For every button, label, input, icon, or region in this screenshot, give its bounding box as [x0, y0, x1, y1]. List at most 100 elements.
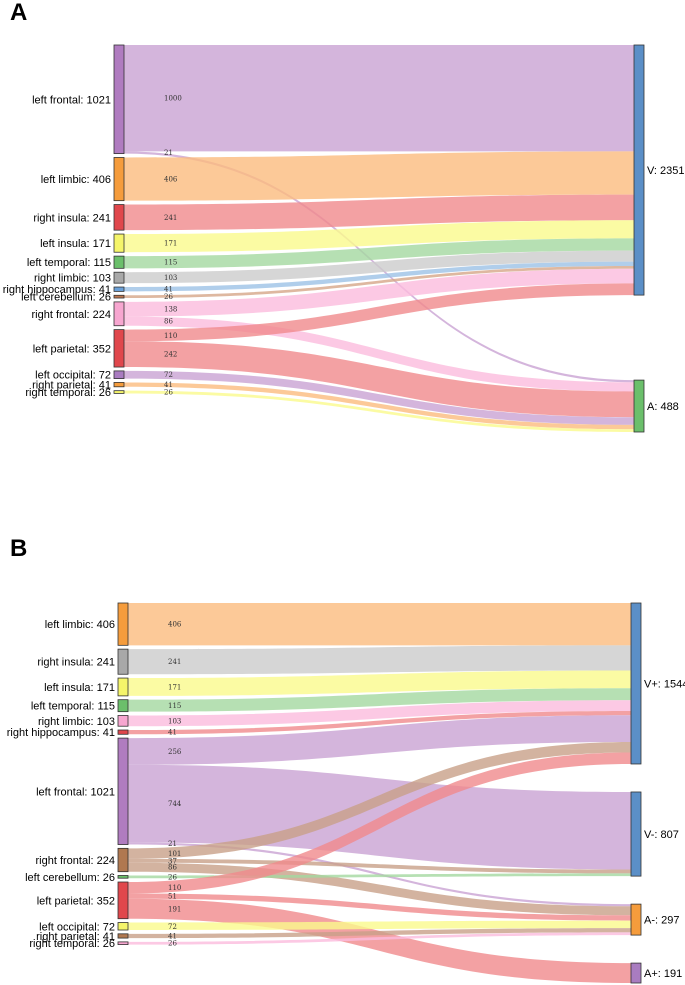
panel-a-source-node-left-occipital	[113, 370, 125, 379]
panel-a-link-label-left-frontal-to-v: 1000	[164, 95, 182, 103]
panel-a-source-node-left-frontal	[113, 44, 125, 155]
panel-a-source-label-right-parietal: right parietal: 41	[32, 380, 111, 392]
panel-a-source-node-left-limbic	[113, 157, 125, 202]
panel-a-link-label-right-temporal-to-a: 26	[164, 389, 173, 397]
panel-b-source-node-left-temporal	[117, 699, 129, 713]
panel-a-target-node-v	[633, 44, 645, 296]
panel-b-link-label-right-frontal-to-a-minus: 86	[168, 864, 177, 872]
panel-a-link-label-left-temporal-to-v: 115	[164, 259, 177, 267]
panel-a-nodes: left frontal: 1021 left limbic: 406 right …	[3, 44, 685, 433]
panel-a-link-right-hippocampus-to-v	[124, 261, 634, 292]
panel-b-target-node-v-minus	[630, 791, 642, 877]
panel-b-source-node-left-cerebellum	[117, 875, 129, 879]
panel-b-source-label-right-frontal: right frontal: 224	[36, 855, 116, 867]
panel-a-source-label-left-cerebellum: left cerebellum: 26	[21, 292, 111, 304]
panel-b-target-node-v-plus	[630, 602, 642, 765]
panel-a-source-node-right-parietal	[113, 382, 125, 388]
panel-b-source-node-left-insula	[117, 677, 129, 697]
panel-b-link-label-right-frontal-to-v-plus: 101	[168, 850, 181, 858]
panel-b-source-label-left-temporal: left temporal: 115	[31, 701, 115, 713]
panel-a-source-label-right-frontal: right frontal: 224	[32, 309, 112, 321]
panel-b-link-label-left-frontal-to-v-plus: 256	[168, 748, 182, 756]
panel-b-source-node-left-frontal	[117, 737, 129, 845]
panel-a-source-label-right-limbic: right limbic: 103	[34, 273, 111, 285]
panel-b-source-label-right-limbic: right limbic: 103	[38, 716, 115, 728]
panel-a-target-node-a	[633, 379, 645, 433]
panel-b-source-node-right-insula	[117, 648, 129, 675]
panel-b-link-left-insula-to-v-plus	[128, 670, 631, 696]
panel-b-link-label-left-parietal-to-v-plus: 110	[168, 884, 181, 892]
panel-a-source-label-left-limbic: left limbic: 406	[41, 174, 111, 186]
panel-b-target-label-a-minus: A-: 297	[644, 915, 679, 927]
panel-b-link-left-parietal-to-a-plus	[128, 898, 631, 983]
panel-b-source-node-left-occipital	[117, 922, 129, 931]
panel-b-link-right-frontal-to-v-minus	[128, 858, 631, 874]
panel-b-link-label-right-parietal-to-a-minus: 41	[168, 932, 177, 940]
panel-a-link-left-insula-to-v	[124, 220, 634, 253]
panel-b-link-left-parietal-to-a-minus	[128, 893, 631, 921]
panel-a-source-node-left-insula	[113, 233, 125, 253]
panel-a-link-label-left-occipital-to-a: 72	[164, 371, 173, 379]
panel-b-link-label-left-insula-to-v-plus: 171	[168, 683, 181, 691]
panel-b-link-right-insula-to-v-plus	[128, 645, 631, 675]
panel-b-target-label-v-plus: V+: 1544	[644, 678, 685, 690]
panel-a-link-label-left-limbic-to-v: 406	[164, 176, 178, 184]
panel-b-link-right-hippocampus-to-v-plus	[128, 711, 631, 735]
panel-b-link-label-left-parietal-to-a-plus: 191	[168, 905, 181, 913]
panel-b-link-label-left-occipital-to-a-minus: 72	[168, 923, 177, 931]
panel-b-source-node-right-hippocampus	[117, 729, 129, 735]
panel-b-source-label-left-cerebellum: left cerebellum: 26	[25, 872, 115, 884]
panel-a-source-node-right-frontal	[113, 301, 125, 327]
panel-b-source-label-left-limbic: left limbic: 406	[45, 619, 115, 631]
panel-a-link-label-right-frontal-to-v: 138	[164, 306, 177, 314]
panel-b-link-label-right-limbic-to-v-plus: 103	[168, 717, 181, 725]
panel-a-source-node-right-hippocampus	[113, 286, 125, 292]
panel-b-target-node-a-minus	[630, 903, 642, 936]
panel-a-source-node-right-limbic	[113, 271, 125, 284]
panel-b-source-node-right-temporal	[117, 941, 129, 945]
panel-b-link-left-parietal-to-v-plus	[128, 752, 631, 894]
panel-b-target-node-a-plus	[630, 962, 642, 984]
panel-b-link-label-left-temporal-to-v-plus: 115	[168, 702, 181, 710]
panel-a-source-label-left-insula: left insula: 171	[40, 238, 111, 250]
panel-b-source-node-left-limbic	[117, 602, 129, 646]
panel-b-source-label-right-parietal: right parietal: 41	[36, 931, 115, 943]
panel-a-source-node-right-temporal	[113, 390, 125, 394]
panel-a-link-left-frontal-to-v	[124, 45, 634, 152]
panel-a-link-label-right-parietal-to-a: 41	[164, 381, 173, 389]
panel-b-link-right-temporal-to-a-minus	[128, 932, 631, 945]
panel-b-link-label-right-temporal-to-a-minus: 26	[168, 940, 177, 948]
panel-b-source-label-right-hippocampus: right hippocampus: 41	[7, 727, 115, 739]
panel-b-link-label-right-frontal-to-v-minus: 37	[168, 857, 177, 865]
panel-b-source-label-left-parietal: left parietal: 352	[37, 895, 115, 907]
panel-a-link-left-cerebellum-to-v	[124, 265, 634, 299]
panel-a-link-right-frontal-to-a	[124, 316, 634, 392]
panel-b-link-left-occipital-to-a-minus	[128, 920, 631, 931]
panel-b-link-right-frontal-to-v-plus	[128, 741, 631, 859]
panel-a-link-label-right-insula-to-v: 241	[164, 214, 177, 222]
panel-a-source-node-right-insula	[113, 204, 125, 231]
panel-b-link-right-limbic-to-v-plus	[128, 700, 631, 727]
panel-a-target-label-v: V: 2351	[647, 165, 685, 177]
panel-a-source-node-left-temporal	[113, 255, 125, 269]
panel-a-source-label-left-parietal: left parietal: 352	[33, 343, 111, 355]
panel-a-source-label-left-temporal: left temporal: 115	[27, 257, 111, 269]
panel-a-source-node-left-parietal	[113, 329, 125, 368]
panel-a-source-label-right-insula: right insula: 241	[33, 212, 111, 224]
panel-a-link-label-left-parietal-to-a: 242	[164, 351, 177, 359]
panel-b-source-label-left-insula: left insula: 171	[44, 682, 115, 694]
panel-b-link-label-left-frontal-to-a-minus: 21	[168, 840, 177, 848]
panel-b-nodes: left limbic: 406 right insula: 241 left in…	[7, 602, 685, 984]
panel-a-sankey: A100021406241171115103412613886110242724…	[3, 0, 685, 433]
panel-b-letter: B	[10, 535, 27, 562]
panel-b-source-label-left-occipital: left occipital: 72	[39, 921, 115, 933]
panel-a-link-right-parietal-to-a	[124, 382, 634, 430]
panel-a-link-left-occipital-to-a	[124, 370, 634, 425]
panel-a-link-left-parietal-to-v	[124, 283, 634, 342]
panel-a-link-left-limbic-to-v	[124, 151, 634, 201]
panel-b-sankey: B406241171115103412567442110137862611051…	[7, 535, 685, 984]
panel-b-link-label-right-hippocampus-to-v-plus: 41	[168, 729, 177, 737]
panel-b-source-node-right-frontal	[117, 847, 129, 873]
panel-b-source-label-right-temporal: right temporal: 26	[29, 938, 115, 950]
panel-b-link-right-parietal-to-a-minus	[128, 928, 631, 939]
